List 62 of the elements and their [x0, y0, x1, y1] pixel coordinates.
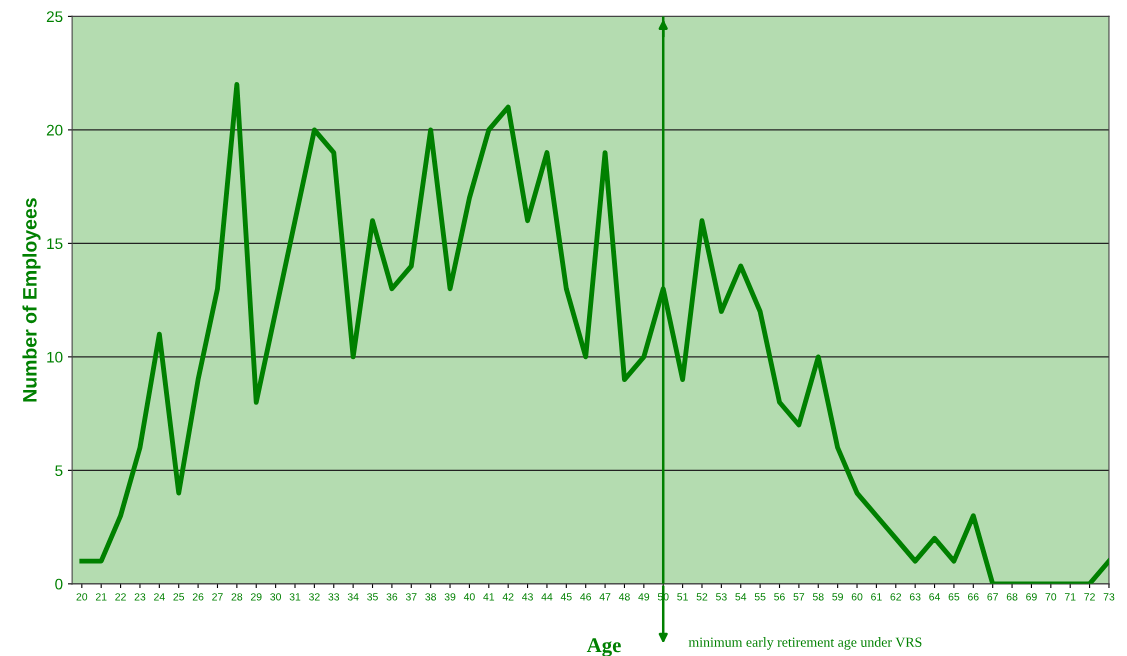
x-tick-label: 39 — [444, 593, 456, 601]
x-tick-label: 34 — [347, 593, 359, 601]
x-tick-label: 48 — [618, 593, 630, 601]
x-tick-label: 45 — [560, 593, 572, 601]
x-tick-label: 33 — [328, 593, 340, 601]
x-axis-title: Age — [586, 638, 621, 656]
y-axis-title: Number of Employees — [22, 198, 41, 402]
x-tick-label: 61 — [871, 593, 882, 601]
x-tick-label: 28 — [231, 593, 243, 601]
x-tick-label: 52 — [696, 593, 708, 601]
x-tick-label: 72 — [1084, 593, 1095, 601]
x-tick-label: 65 — [948, 593, 960, 601]
x-tick-label: 54 — [735, 593, 747, 601]
x-tick-label: 41 — [483, 593, 495, 601]
legend-label: minimum early retirement age under VRS — [688, 637, 922, 650]
x-tick-label: 70 — [1045, 593, 1057, 601]
x-tick-label: 30 — [270, 593, 282, 601]
x-tick-label: 23 — [134, 593, 146, 601]
x-tick-label: 31 — [289, 593, 301, 601]
y-tick-label: 25 — [46, 11, 63, 23]
x-tick-label: 47 — [599, 593, 611, 601]
y-tick-label: 10 — [47, 351, 63, 363]
x-tick-label: 53 — [715, 593, 727, 601]
x-tick-label: 29 — [250, 593, 262, 601]
y-tick-label: 20 — [46, 124, 63, 136]
y-tick-label: 15 — [47, 238, 63, 250]
y-tick-label: 0 — [55, 578, 63, 590]
x-tick-label: 38 — [425, 593, 436, 601]
x-tick-label: 59 — [832, 593, 843, 601]
y-tick-label: 5 — [55, 465, 63, 477]
x-tick-label: 42 — [502, 593, 514, 601]
x-tick-label: 46 — [580, 593, 592, 601]
x-tick-label: 60 — [851, 593, 863, 601]
x-tick-label: 32 — [308, 593, 320, 601]
x-tick-label: 43 — [522, 593, 533, 601]
x-tick-label: 40 — [463, 593, 475, 601]
x-tick-label: 26 — [192, 593, 204, 601]
x-tick-label: 73 — [1103, 593, 1115, 601]
x-tick-label: 35 — [367, 593, 378, 601]
x-tick-label: 71 — [1064, 593, 1076, 601]
x-tick-label: 55 — [754, 593, 766, 601]
x-tick-label: 49 — [638, 593, 650, 601]
x-tick-label: 37 — [405, 593, 417, 601]
x-tick-label: 56 — [774, 593, 785, 601]
x-tick-label: 64 — [929, 593, 941, 601]
x-tick-label: 21 — [95, 593, 107, 601]
x-tick-label: 58 — [812, 593, 824, 601]
x-tick-label: 51 — [677, 593, 688, 601]
x-tick-label: 27 — [212, 593, 223, 601]
x-tick-label: 36 — [386, 593, 398, 601]
x-tick-label: 22 — [115, 593, 126, 601]
x-tick-label: 63 — [909, 593, 921, 601]
x-tick-label: 62 — [890, 593, 902, 601]
x-tick-label: 25 — [173, 593, 185, 601]
x-tick-label: 20 — [76, 593, 88, 601]
x-tick-label: 24 — [154, 593, 165, 601]
x-tick-label: 67 — [987, 593, 998, 601]
x-tick-label: 69 — [1026, 593, 1037, 601]
x-tick-label: 57 — [793, 593, 805, 601]
x-tick-label: 66 — [968, 593, 979, 601]
x-tick-label: 44 — [541, 593, 553, 601]
x-tick-label: 68 — [1006, 593, 1018, 601]
